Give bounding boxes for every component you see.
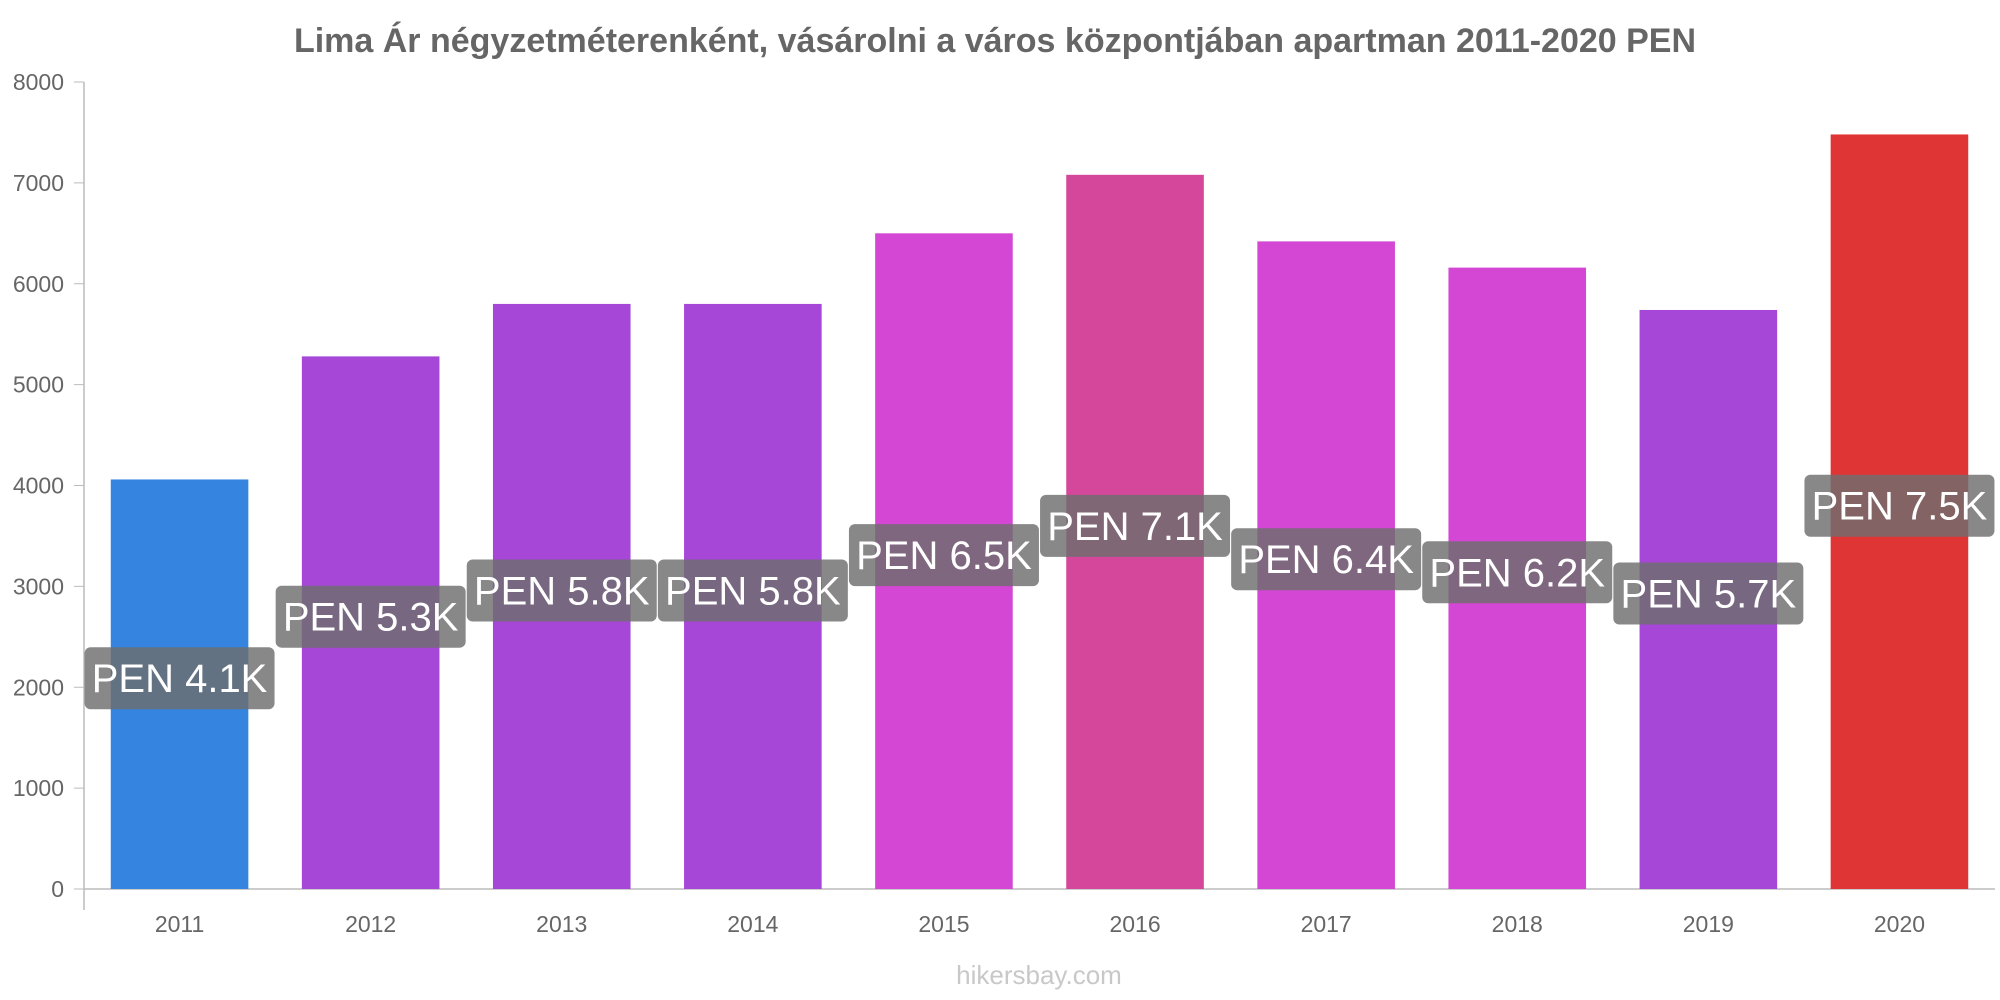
x-tick-label: 2012 [345,911,396,937]
x-tick-label: 2014 [727,911,778,937]
data-label: PEN 4.1K [92,657,268,701]
y-tick-label: 4000 [13,473,64,499]
bar-series [110,134,1969,889]
data-label: PEN 7.5K [1812,485,1988,529]
data-label: PEN 5.8K [665,569,841,613]
watermark: hikersbay.com [956,960,1122,990]
y-tick-label: 7000 [13,170,64,196]
y-tick-label: 1000 [13,775,64,801]
x-tick-label: 2011 [155,911,204,937]
data-label-box [84,647,275,710]
data-label-box [275,585,466,648]
x-tick-label: 2013 [536,911,587,937]
y-tick-label: 8000 [13,69,64,95]
y-tick-label: 6000 [13,271,64,297]
data-label: PEN 6.5K [856,534,1032,578]
y-tick-label: 2000 [13,674,64,700]
data-label-box [1613,562,1804,625]
data-label: PEN 5.7K [1621,572,1797,616]
x-tick-label: 2018 [1492,911,1543,937]
data-label-box [1422,541,1613,604]
data-label-box [1231,528,1422,591]
data-label: PEN 6.2K [1429,551,1605,595]
y-axis-ticks: 0 1000 2000 3000 4000 5000 6000 7000 8000 [13,69,84,902]
x-axis-ticks: 2011 2012 2013 2014 2015 2016 2017 2018 2019 2020 [155,911,1925,937]
data-label: PEN 5.8K [474,569,650,613]
data-labels: PEN 4.1K PEN 5.3K PEN 5.8K PEN 5.8K PEN 6.5K… [84,474,1995,710]
data-label: PEN 7.1K [1047,505,1223,549]
y-tick-label: 3000 [13,573,64,599]
y-tick-label: 5000 [13,372,64,398]
x-tick-label: 2019 [1683,911,1734,937]
data-label: PEN 5.3K [283,596,459,640]
x-tick-label: 2016 [1109,911,1160,937]
data-label-box [466,559,657,622]
x-tick-label: 2015 [918,911,969,937]
data-label-box [1804,474,1995,537]
x-tick-label: 2020 [1874,911,1925,937]
data-label-box [848,524,1039,587]
chart-title: Lima Ár négyzetméterenként, vásárolni a … [294,22,1696,60]
x-tick-label: 2017 [1301,911,1352,937]
y-tick-label: 0 [51,876,64,902]
data-label-box [657,559,848,622]
data-label-box [1040,494,1231,557]
data-label: PEN 6.4K [1238,538,1414,582]
